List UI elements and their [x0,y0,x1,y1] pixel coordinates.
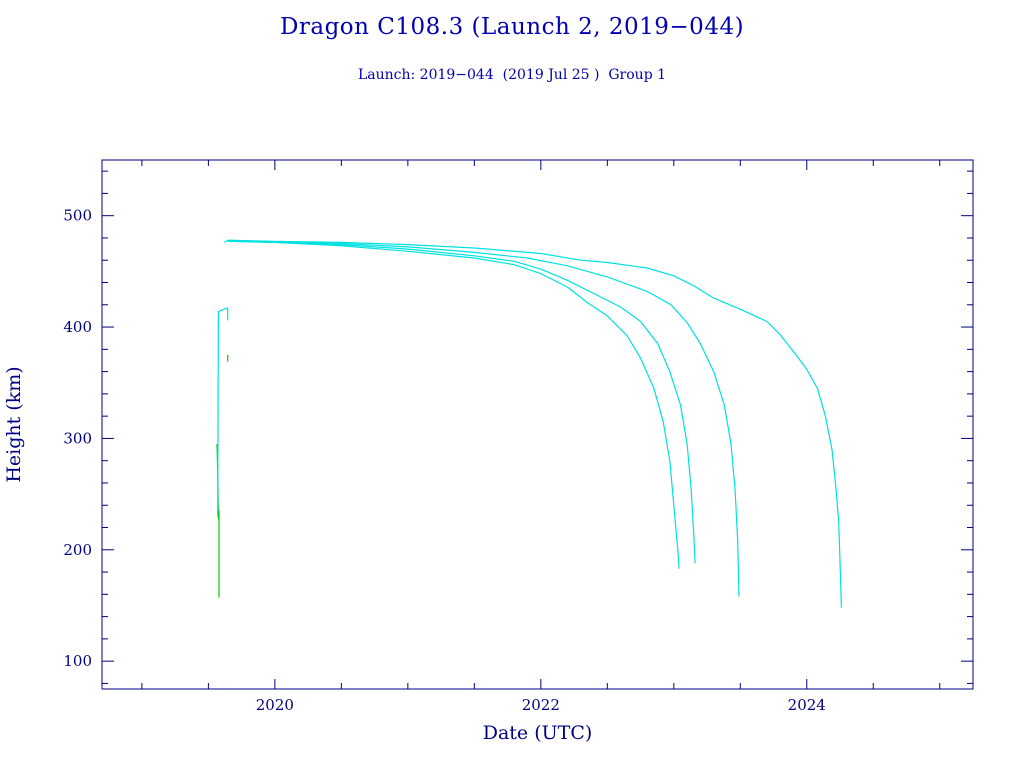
x-tick-label: 2022 [522,696,560,714]
series-line-4 [228,240,680,569]
y-axis-label: Height (km) [3,366,25,482]
y-tick-label: 400 [63,318,92,336]
x-tick-label: 2020 [256,696,294,714]
y-tick-label: 100 [63,652,92,670]
chart-subtitle: Launch: 2019−044 (2019 Jul 25 ) Group 1 [357,67,667,83]
y-tick-label: 300 [63,429,92,447]
chart-title: Dragon C108.3 (Launch 2, 2019−044) [279,14,745,40]
series-line-7 [224,239,842,608]
axes: 2020 2022 2024 100 200 300 400 500 [63,159,974,714]
series-line-3 [217,307,229,517]
axis-labels: Date (UTC) Height (km) [3,366,592,744]
plot-frame [101,159,974,690]
y-tick-label: 200 [63,541,92,559]
x-axis-label: Date (UTC) [483,722,593,744]
y-tick-label: 500 [63,207,92,225]
series-layer [216,239,842,608]
x-tick-label: 2024 [788,696,826,714]
series-line-6 [228,240,740,597]
series-line-5 [228,240,696,564]
